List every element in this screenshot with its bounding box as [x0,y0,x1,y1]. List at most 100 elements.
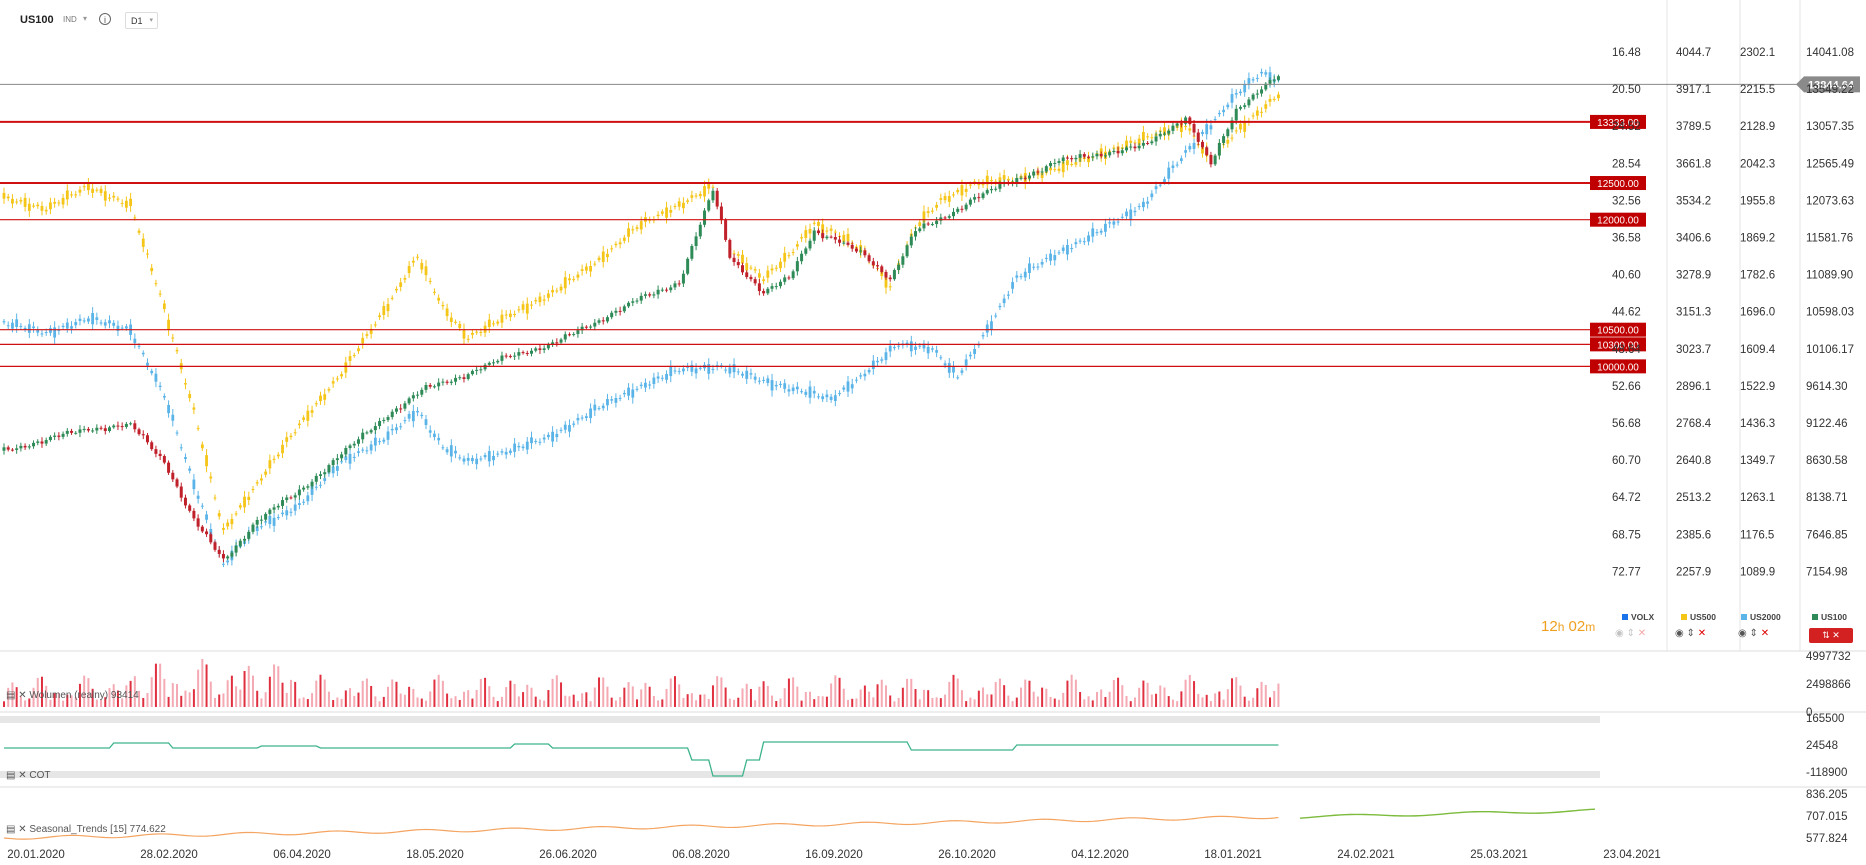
us100-candle [272,507,276,510]
us2000-candle [559,429,563,431]
volume-bar [901,687,904,707]
us500-controls[interactable]: ◉ ⇕ ✕ [1675,628,1706,639]
timeframe-value: D1 [131,16,143,26]
us100-candle [200,526,204,532]
cot-scale-tick: 24548 [1806,740,1838,752]
legend-volx[interactable]: VOLX [1622,612,1654,622]
us2000-candle [1120,216,1124,218]
volume-bar [83,675,86,707]
us500-candle [534,300,538,302]
close-icon[interactable]: ✕ [1697,628,1707,639]
us100-candle [234,545,238,553]
us500-candle [416,256,419,258]
us100-candle [534,348,538,351]
us500-candle [466,338,470,340]
us2000-controls[interactable]: ◉ ⇕ ✕ [1738,628,1769,639]
us100-candle [141,434,145,436]
us2000-candle [513,443,517,452]
us100-candle [762,291,766,294]
volume-bar [458,699,461,707]
volume-bar [728,698,731,707]
info-icon[interactable]: i [99,13,111,25]
us500-candle [926,211,930,214]
close-icon[interactable]: ✕ [1637,628,1647,639]
reorder-icon[interactable]: ⇕ [1686,628,1695,639]
symbol-label[interactable]: US100 [20,14,54,26]
volume-bar [420,698,423,707]
us100-settings-button[interactable]: ⇅ ✕ [1809,628,1853,643]
us100-candle [255,519,259,525]
us2000-candle [1082,241,1086,243]
close-icon[interactable]: ✕ [1760,628,1770,639]
us100-candle [576,330,580,335]
us100-candle [559,339,563,343]
scale-tick-us100: 7646.85 [1806,529,1848,541]
volume-bar [876,684,879,707]
eye-icon[interactable]: ◉ [1738,628,1747,639]
timeframe-select[interactable]: D1 ▾ [125,12,158,29]
us100-candle [221,553,225,559]
volume-bar [868,691,871,707]
us100-candle [48,436,52,441]
us500-candle [964,188,968,192]
us2000-candle [1095,232,1099,234]
volume-bar [108,688,111,707]
us500-candle [817,221,820,226]
volx-controls[interactable]: ◉ ⇕ ✕ [1615,628,1646,639]
us500-candle [150,267,154,272]
reorder-icon[interactable]: ⇕ [1626,628,1635,639]
us100-candle [1095,154,1099,157]
symbol-dropdown-icon[interactable]: ▾ [83,14,88,23]
us100-candle [1167,130,1171,134]
us2000-candle [1125,211,1128,217]
us100-candle [27,446,31,448]
legend-us100[interactable]: US100 [1812,612,1847,622]
us100-candle [441,381,445,383]
us2000-candle [352,456,356,458]
us2000-candle [1019,276,1023,278]
us500-candle [1277,94,1280,99]
us2000-candle [863,373,867,377]
us2000-candle [1108,222,1112,224]
reorder-icon[interactable]: ⇕ [1749,628,1758,639]
us2000-candle [753,376,757,380]
volume-bar [627,682,630,707]
us100-candle [1222,136,1226,143]
us2000-candle [445,449,449,453]
us2000-candle [584,416,588,419]
volume-bar [425,700,427,707]
volume-bar [522,692,525,707]
us2000-candle [1070,247,1074,249]
us100-candle [428,385,432,387]
us500-candle [238,505,242,508]
us100-candle [369,430,373,433]
volume-bar [188,692,191,707]
volume-bar [889,695,892,707]
us100-candle [483,364,487,370]
scale-tick-volx: 60.70 [1612,455,1641,467]
us100-candle [238,540,242,546]
eye-icon[interactable]: ◉ [1675,628,1684,639]
us2000-candle [1154,186,1158,190]
us500-candle [340,374,343,377]
us2000-candle [1087,235,1090,242]
us500-candle [627,228,630,237]
us100-candle [188,505,192,511]
us2000-candle [420,414,424,417]
legend-us2000[interactable]: US2000 [1741,612,1781,622]
us100-candle [57,435,61,437]
us500-candle [196,428,200,430]
volume-bar [568,696,571,707]
us500-candle [1226,139,1230,144]
eye-icon[interactable]: ◉ [1615,628,1624,639]
volume-bar [602,677,605,707]
us2000-candle [871,360,875,370]
us500-candle [407,266,411,273]
volume-bar [821,696,824,707]
legend-us500[interactable]: US500 [1681,612,1716,622]
volume-bar [492,696,495,707]
us500-candle [1146,136,1150,138]
volume-bar [513,684,516,707]
volume-bar [724,687,727,707]
